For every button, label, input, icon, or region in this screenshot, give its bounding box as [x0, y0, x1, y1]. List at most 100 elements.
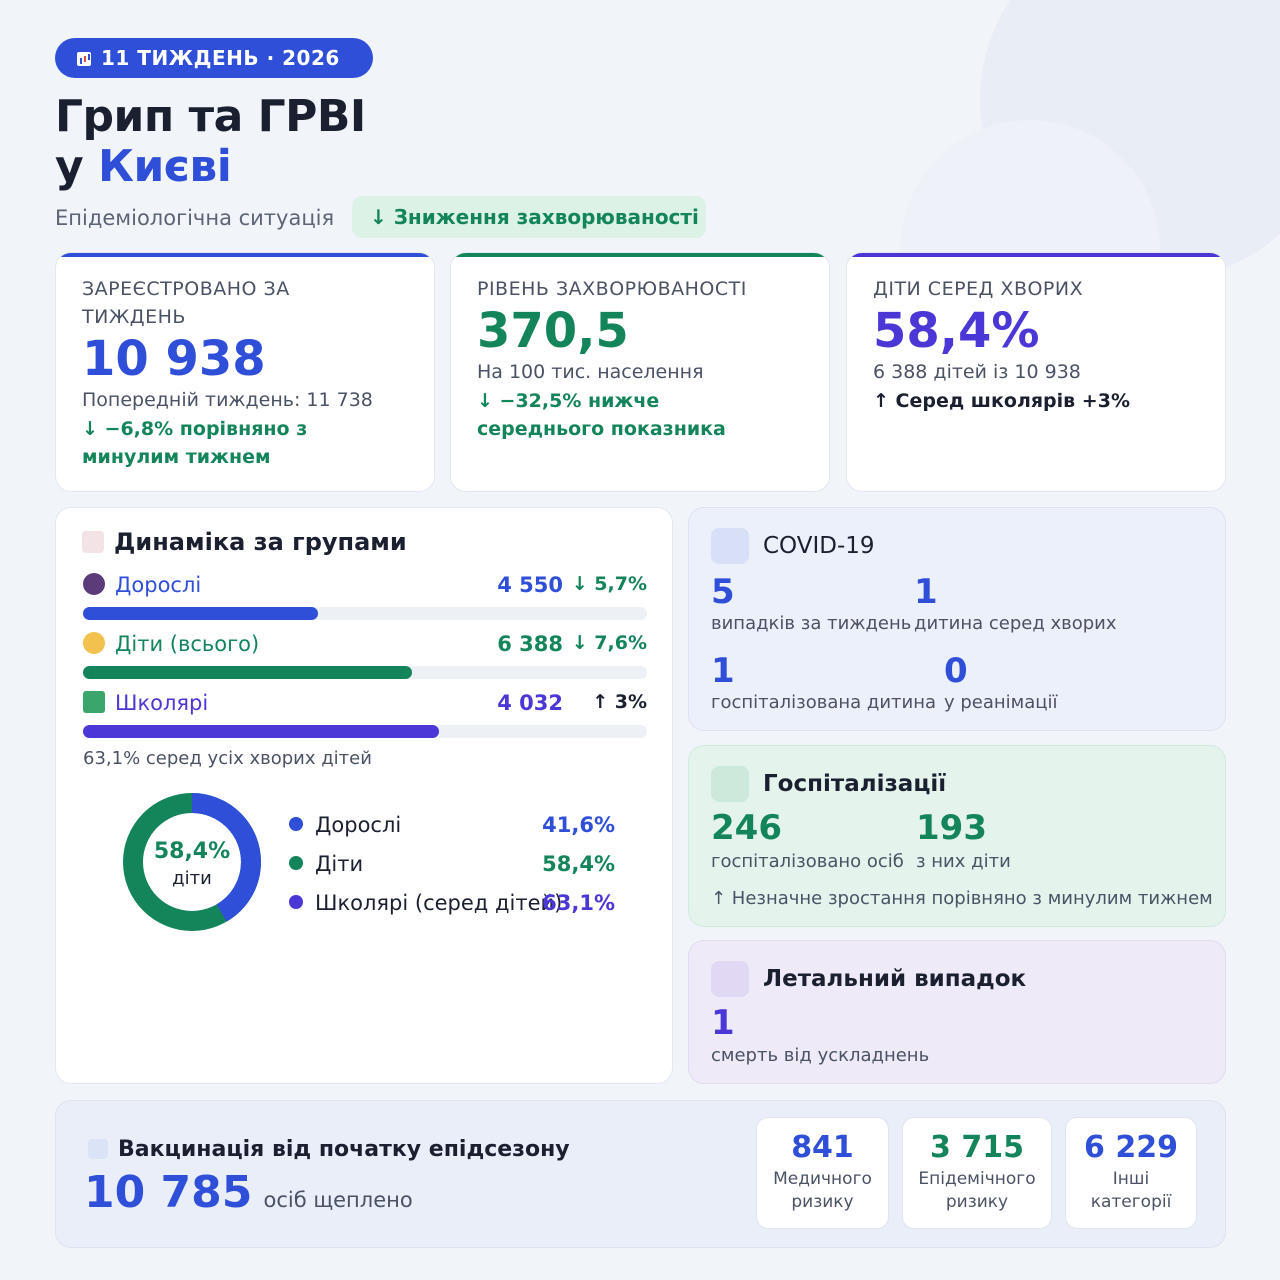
page-subtitle: Епідеміологічна ситуація — [55, 206, 335, 230]
legend-adults: Дорослі 41,6% — [289, 813, 615, 839]
group-bar-fill — [83, 607, 318, 620]
vaccination-title-label: Вакцинація від початку епідсезону — [118, 1137, 570, 1162]
legend-label: Діти — [315, 852, 364, 876]
death-title: Летальний випадок — [711, 961, 1203, 997]
hospital-note: ↑ Незначне зростання порівняно з минулим… — [711, 888, 1213, 909]
death-title-label: Летальний випадок — [763, 966, 1027, 992]
legend-label: Дорослі — [315, 813, 402, 837]
person-icon — [83, 573, 105, 595]
group-change: ↓ 7,6% — [571, 632, 647, 654]
syringe-icon — [88, 1139, 108, 1159]
group-label: Дорослі — [115, 573, 202, 597]
vaccination-card: Вакцинація від початку епідсезону 10 785… — [55, 1100, 1226, 1248]
vac-box-value: 841 — [791, 1130, 854, 1165]
group-bar-fill — [83, 666, 413, 679]
legend-children: Діти 58,4% — [289, 852, 615, 878]
death-value: 1 — [711, 1003, 735, 1043]
donut-chart: 58,4% діти — [123, 793, 261, 931]
legend-pct: 41,6% — [542, 813, 615, 837]
hospital-value: 246 — [711, 808, 782, 848]
group-value: 4 032 — [497, 691, 563, 715]
donut-center-value: 58,4% — [154, 839, 230, 864]
dynamics-title: Динаміка за групами — [82, 528, 646, 556]
group-change: ↓ 5,7% — [571, 573, 647, 595]
hospital-title-label: Госпіталізації — [763, 771, 947, 797]
group-row-adults: Дорослі 4 550 ↓ 5,7% — [83, 573, 647, 601]
group-name: Школярі — [83, 691, 208, 715]
covid-value: 1 — [914, 572, 938, 612]
covid-label: випадків за тиждень — [711, 613, 912, 634]
trend-badge: ↓ Зниження захворюваності — [352, 196, 706, 238]
death-label: смерть від ускладнень — [711, 1045, 930, 1066]
vaccination-value: 10 785 — [84, 1167, 253, 1218]
legend-pct: 58,4% — [542, 852, 615, 876]
title-city: Києві — [98, 141, 232, 192]
stat-label: ДІТИ СЕРЕД ХВОРИХ — [873, 278, 1084, 300]
title-prefix: у — [55, 141, 84, 192]
covid-value: 5 — [711, 572, 735, 612]
page-title: Грип та ГРВІ у Києві — [55, 92, 366, 192]
stat-value: 10 938 — [82, 331, 266, 387]
group-bar — [83, 725, 647, 738]
child-icon — [83, 632, 105, 654]
vaccination-unit: осіб щеплено — [263, 1188, 413, 1212]
group-bar — [83, 666, 647, 679]
death-card: Летальний випадок 1 смерть від ускладнен… — [688, 940, 1226, 1084]
vac-box-label: Медичного — [773, 1169, 872, 1189]
books-icon — [83, 691, 105, 713]
vac-box-value: 3 715 — [930, 1130, 1024, 1165]
vac-box-label: ризику — [791, 1192, 854, 1212]
hospital-card: Госпіталізації 246 госпіталізовано осіб … — [688, 745, 1226, 927]
covid-value: 1 — [711, 651, 735, 691]
hospital-title: Госпіталізації — [711, 766, 1203, 802]
vac-box-label: Епідемічного — [918, 1169, 1036, 1189]
legend-dot — [289, 856, 303, 870]
warning-icon — [711, 961, 749, 997]
covid-label: дитина серед хворих — [914, 613, 1117, 634]
vaccination-box-other: 6 229 Інші категорії — [1065, 1117, 1197, 1229]
stat-sub: Попередній тиждень: 11 738 — [82, 389, 373, 411]
dynamics-title-label: Динаміка за групами — [114, 528, 407, 556]
hospital-label: госпіталізовано осіб — [711, 851, 904, 872]
legend-pct: 63,1% — [542, 891, 615, 915]
group-label: Діти (всього) — [115, 632, 260, 656]
donut-adults-arc — [123, 793, 261, 931]
stat-sub: 6 388 дітей із 10 938 — [873, 361, 1081, 383]
stat-trend: ↓ −6,8% порівняно з минулим тижнем — [82, 418, 308, 468]
schoolers-note: 63,1% серед усіх хворих дітей — [83, 748, 372, 769]
group-bar-fill — [83, 725, 439, 738]
legend-schoolers: Школярі (серед дітей) 63,1% — [289, 891, 615, 917]
legend-dot — [289, 817, 303, 831]
group-value: 6 388 — [497, 632, 563, 656]
covid-label: у реанімації — [944, 692, 1058, 713]
title-line1: Грип та ГРВІ — [55, 91, 366, 142]
hospital-label: з них діти — [916, 851, 1011, 872]
stat-label: ЗАРЕЄСТРОВАНО ЗА ТИЖДЕНЬ — [82, 278, 290, 328]
vac-box-label: категорії — [1090, 1192, 1172, 1212]
stat-card-registered: ЗАРЕЄСТРОВАНО ЗА ТИЖДЕНЬ 10 938 Попередн… — [55, 252, 435, 492]
stat-value: 370,5 — [477, 303, 629, 359]
group-row-schoolers: Школярі 4 032 ↑ 3% — [83, 691, 647, 719]
legend-label: Школярі (серед дітей) — [315, 891, 563, 915]
covid-card: COVID-19 5 випадків за тиждень 1 дитина … — [688, 507, 1226, 731]
group-label: Школярі — [115, 691, 209, 715]
stat-sub: На 100 тис. населення — [477, 361, 704, 383]
group-bar — [83, 607, 647, 620]
stat-label: РІВЕНЬ ЗАХВОРЮВАНОСТІ — [477, 278, 747, 300]
hospital-icon — [711, 766, 749, 802]
vaccination-box-epidemic: 3 715 Епідемічного ризику — [902, 1117, 1052, 1229]
group-change: ↑ 3% — [592, 691, 647, 713]
card-accent — [56, 253, 434, 257]
week-badge: 11 ТИЖДЕНЬ · 2026 — [55, 38, 373, 78]
donut-center-label: діти — [172, 868, 212, 889]
group-row-children: Діти (всього) 6 388 ↓ 7,6% — [83, 632, 647, 660]
stat-card-incidence: РІВЕНЬ ЗАХВОРЮВАНОСТІ 370,5 На 100 тис. … — [450, 252, 830, 492]
group-value: 4 550 — [497, 573, 563, 597]
group-name: Діти (всього) — [83, 632, 259, 656]
week-badge-label: 11 ТИЖДЕНЬ · 2026 — [101, 46, 340, 70]
title-line2: у Києві — [55, 142, 366, 192]
card-accent — [847, 253, 1225, 257]
covid-value: 0 — [944, 651, 968, 691]
group-name: Дорослі — [83, 573, 201, 597]
hospital-value: 193 — [916, 808, 987, 848]
